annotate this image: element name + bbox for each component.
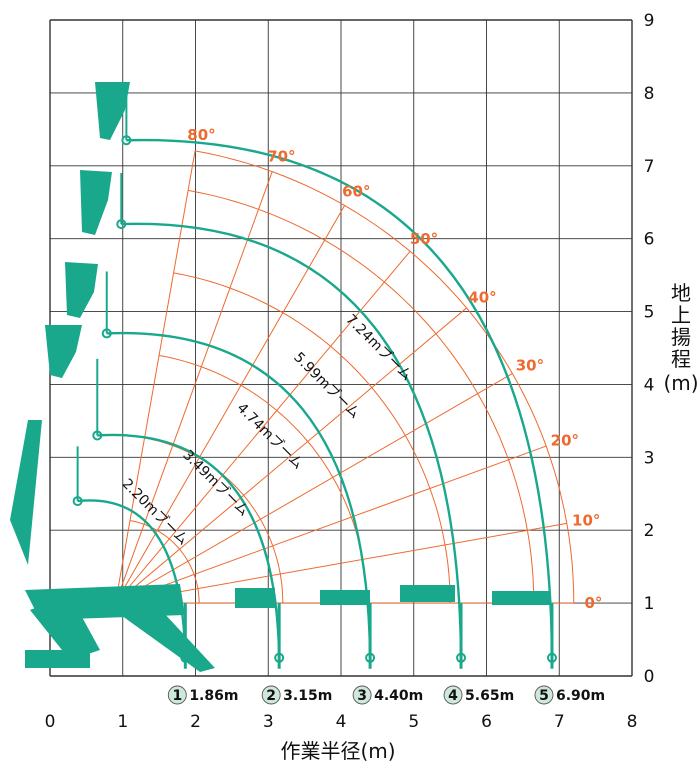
radius-badge-number: 5 bbox=[539, 688, 549, 704]
radius-label: 5.65m bbox=[465, 688, 514, 704]
radius-badge-number: 1 bbox=[172, 688, 182, 704]
boom-angle-label: 40° bbox=[468, 289, 496, 307]
hook-marker bbox=[121, 135, 132, 146]
hook-trajectory-curves bbox=[72, 85, 557, 669]
radius-label: 6.90m bbox=[556, 688, 605, 704]
x-tick-label: 1 bbox=[117, 712, 128, 732]
hook-marker bbox=[72, 496, 83, 507]
x-tick-label: 5 bbox=[408, 712, 419, 732]
boom-angle-line bbox=[115, 445, 547, 604]
y-tick-label: 8 bbox=[644, 84, 655, 104]
boom-angle-label: 20° bbox=[551, 432, 579, 450]
x-tick-label: 7 bbox=[554, 712, 565, 732]
radius-label: 4.40m bbox=[374, 688, 423, 704]
radius-badge bbox=[261, 685, 281, 705]
y-axis-unit: (m) bbox=[663, 371, 698, 395]
crane-top-boom bbox=[95, 82, 130, 140]
hook-curve bbox=[126, 138, 554, 658]
x-tick-label: 0 bbox=[45, 712, 56, 732]
hook-marker bbox=[101, 328, 112, 339]
boom-length-arc bbox=[173, 272, 451, 604]
boom-angle-line bbox=[115, 171, 273, 604]
x-tick-label: 8 bbox=[627, 712, 638, 732]
crane-mid-boom bbox=[235, 588, 275, 608]
boom-angle-label: 30° bbox=[516, 356, 544, 374]
boom-angle-line bbox=[115, 373, 513, 604]
y-tick-label: 1 bbox=[644, 594, 655, 614]
crane-chassis bbox=[25, 650, 90, 668]
boom-angle-line bbox=[115, 205, 346, 604]
hook-curve bbox=[106, 331, 372, 658]
radius-badge bbox=[167, 685, 187, 705]
hook-marker bbox=[116, 219, 127, 230]
crane-raised-boom bbox=[10, 420, 42, 565]
x-tick-label: 2 bbox=[190, 712, 201, 732]
crane-mid-boom bbox=[492, 591, 550, 605]
y-tick-label: 4 bbox=[644, 375, 655, 395]
boom-length-arc bbox=[188, 189, 535, 604]
boom-angle-label: 60° bbox=[342, 183, 370, 201]
y-tick-label: 7 bbox=[644, 157, 655, 177]
crane-boom-4 bbox=[45, 325, 82, 378]
y-tick-label: 5 bbox=[644, 303, 655, 323]
y-tick-label: 9 bbox=[644, 11, 655, 31]
y-tick-label: 6 bbox=[644, 230, 655, 250]
crane-boom-2 bbox=[80, 170, 112, 235]
y-tick-label: 2 bbox=[644, 521, 655, 541]
y-axis-title-char: 程 bbox=[671, 347, 691, 371]
radius-label: 1.86m bbox=[189, 688, 238, 704]
crane-outrigger bbox=[30, 595, 100, 660]
boom-length-label: 7.24mブーム bbox=[342, 311, 415, 384]
boom-angle-line bbox=[115, 307, 467, 604]
y-axis-title-char: 上 bbox=[671, 303, 691, 327]
boom-angle-label: 10° bbox=[572, 512, 600, 530]
x-tick-label: 4 bbox=[336, 712, 347, 732]
boom-length-arc bbox=[195, 150, 575, 604]
boom-angle-label: 80° bbox=[187, 126, 215, 144]
crane-silhouettes bbox=[10, 82, 550, 672]
boom-length-arc bbox=[144, 437, 284, 604]
crane-lower-boom bbox=[100, 598, 215, 672]
boom-length-label: 5.99mブーム bbox=[290, 349, 363, 422]
hook-curve bbox=[121, 222, 463, 658]
boom-angle-line bbox=[115, 522, 567, 604]
boom-angle-label: 50° bbox=[410, 230, 438, 248]
boom-angle-label: 0° bbox=[584, 594, 602, 612]
radius-badge bbox=[352, 685, 372, 705]
crane-mid-boom bbox=[320, 590, 370, 605]
radius-badge bbox=[534, 685, 554, 705]
x-tick-label: 6 bbox=[481, 712, 492, 732]
x-axis-title: 作業半径(m) bbox=[280, 739, 395, 763]
radius-badge-number: 4 bbox=[448, 688, 458, 704]
boom-length-label: 2.20mブーム bbox=[119, 475, 192, 548]
y-tick-label: 0 bbox=[644, 667, 655, 687]
y-axis-title-char: 地 bbox=[671, 281, 691, 305]
x-tick-label: 3 bbox=[263, 712, 274, 732]
y-tick-label: 3 bbox=[644, 448, 655, 468]
boom-length-label: 4.74mブーム bbox=[234, 399, 307, 472]
hook-marker bbox=[92, 430, 103, 441]
radius-label: 3.15m bbox=[283, 688, 332, 704]
radius-badge bbox=[443, 685, 463, 705]
boom-angle-label: 70° bbox=[267, 148, 295, 166]
crane-boom-3 bbox=[65, 262, 98, 318]
radius-badge-number: 3 bbox=[357, 688, 367, 704]
hook-curve bbox=[97, 433, 281, 658]
crane-mid-boom bbox=[400, 585, 455, 602]
radius-badge-number: 2 bbox=[266, 688, 276, 704]
y-axis-title-char: 揚 bbox=[671, 325, 691, 349]
hook-curve bbox=[77, 499, 187, 658]
